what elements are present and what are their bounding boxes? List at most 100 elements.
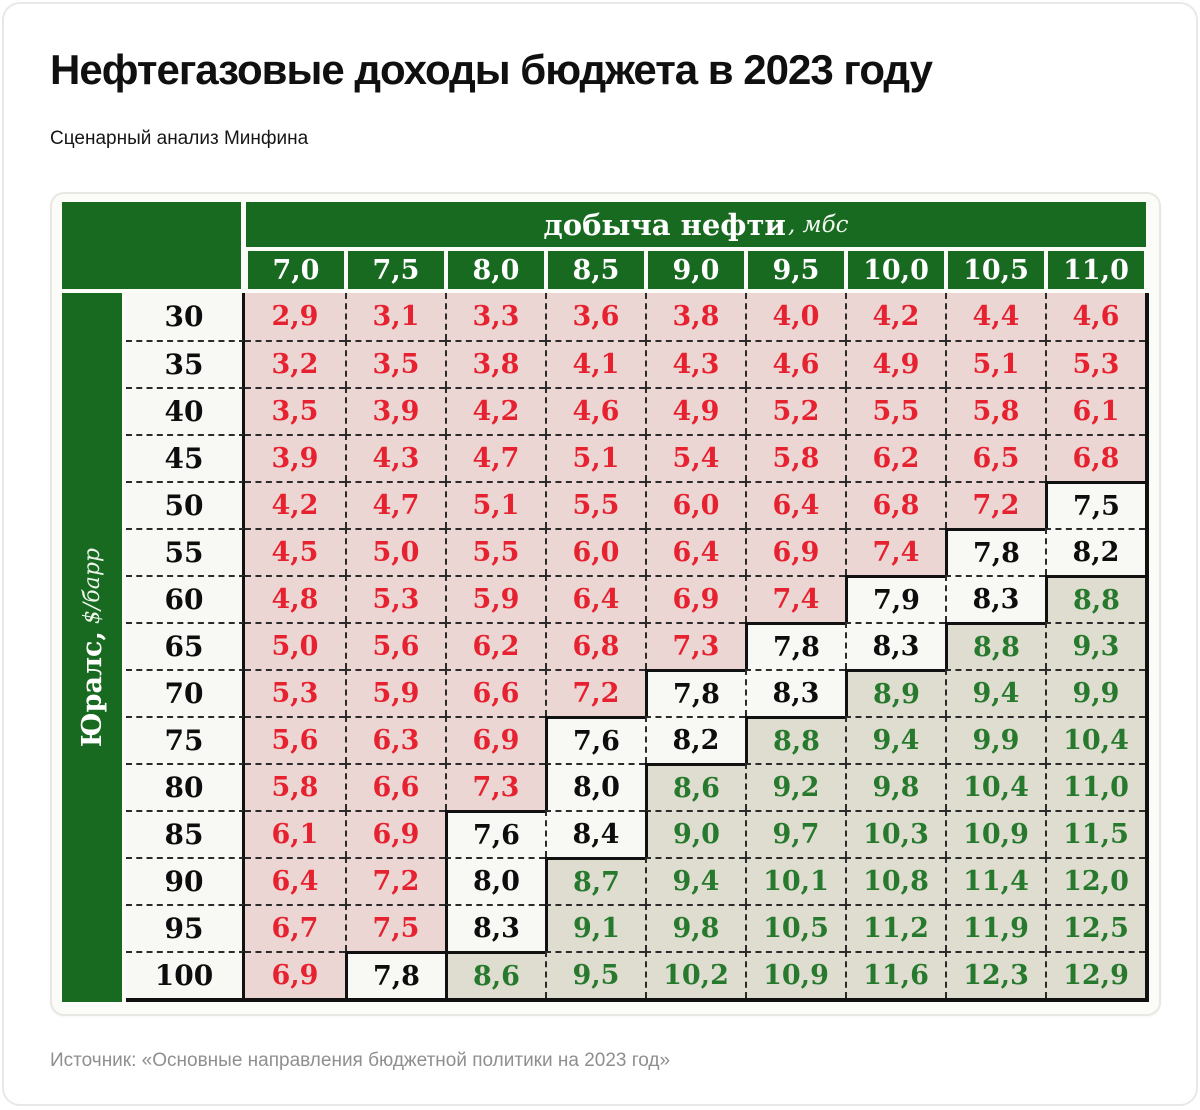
row-label-cell: 95	[126, 904, 245, 952]
value-cell: 2,9	[245, 293, 345, 341]
value-cell: 9,9	[945, 716, 1045, 764]
value-cell: 10,9	[945, 810, 1045, 858]
value-cell: 8,8	[945, 622, 1045, 670]
value-cell: 5,0	[345, 528, 445, 576]
value-cell: 10,1	[745, 857, 845, 905]
column-headers-row: 7,0 7,5 8,0 8,5 9,0 9,5 10,0 10,5 11,0	[246, 251, 1146, 290]
value-cell: 7,4	[845, 528, 945, 576]
value-cell: 3,6	[545, 293, 645, 341]
value-cell: 6,6	[445, 669, 545, 717]
row-label-cell: 50	[126, 481, 245, 529]
value-cell: 5,5	[545, 481, 645, 529]
value-cell: 4,1	[545, 340, 645, 388]
column-header-cell: 10,5	[948, 251, 1044, 290]
row-label-cell: 65	[126, 622, 245, 670]
value-cell: 4,7	[445, 434, 545, 482]
value-cell: 6,9	[245, 951, 345, 999]
value-cell: 10,3	[845, 810, 945, 858]
value-cell: 9,0	[645, 810, 745, 858]
value-cell: 7,2	[345, 857, 445, 905]
value-cell: 8,2	[1045, 528, 1145, 576]
value-cell: 6,0	[645, 481, 745, 529]
column-group-label: добыча нефти	[543, 207, 786, 242]
value-cell: 5,0	[245, 622, 345, 670]
row-label-cell: 90	[126, 857, 245, 905]
value-cell: 7,8	[645, 669, 745, 717]
table-header: добыча нефти , мбс 7,0 7,5 8,0 8,5 9,0 9,5 10,…	[62, 202, 1149, 290]
value-cell: 9,2	[745, 763, 845, 811]
value-cell: 8,2	[645, 716, 745, 764]
value-cell: 5,6	[345, 622, 445, 670]
value-cell: 4,2	[445, 387, 545, 435]
corner-cell	[62, 202, 241, 290]
value-cell: 3,8	[445, 340, 545, 388]
value-cell: 6,6	[345, 763, 445, 811]
value-cell: 7,5	[1045, 481, 1145, 529]
value-cell: 12,3	[945, 951, 1045, 999]
value-cell: 6,9	[345, 810, 445, 858]
value-cell: 6,3	[345, 716, 445, 764]
value-cell: 4,3	[345, 434, 445, 482]
row-label-cell: 40	[126, 387, 245, 435]
value-cell: 7,6	[545, 716, 645, 764]
value-cell: 8,3	[445, 904, 545, 952]
value-cell: 12,5	[1045, 904, 1145, 952]
value-cell: 12,9	[1045, 951, 1145, 999]
row-label-cell: 30	[126, 293, 245, 341]
value-cell: 7,8	[745, 622, 845, 670]
value-cell: 5,1	[445, 481, 545, 529]
value-cell: 4,2	[245, 481, 345, 529]
value-cell: 8,8	[745, 716, 845, 764]
value-cell: 10,4	[1045, 716, 1145, 764]
value-cell: 3,2	[245, 340, 345, 388]
value-cell: 9,4	[845, 716, 945, 764]
value-cell: 3,9	[345, 387, 445, 435]
row-label-cell: 60	[126, 575, 245, 623]
value-cell: 12,0	[1045, 857, 1145, 905]
value-cell: 5,3	[345, 575, 445, 623]
row-label-cell: 70	[126, 669, 245, 717]
value-cell: 10,4	[945, 763, 1045, 811]
value-cell: 6,4	[645, 528, 745, 576]
value-cell: 7,5	[345, 904, 445, 952]
value-cell: 6,8	[1045, 434, 1145, 482]
value-cell: 8,9	[845, 669, 945, 717]
page-subtitle: Сценарный анализ Минфина	[50, 128, 309, 150]
value-cell: 5,1	[545, 434, 645, 482]
value-cell: 6,8	[545, 622, 645, 670]
row-label-cell: 35	[126, 340, 245, 388]
value-cell: 5,8	[945, 387, 1045, 435]
value-cell: 5,4	[645, 434, 745, 482]
value-cell: 10,5	[745, 904, 845, 952]
row-label-cell: 55	[126, 528, 245, 576]
value-cell: 6,9	[745, 528, 845, 576]
value-cell: 6,9	[445, 716, 545, 764]
value-cell: 5,9	[445, 575, 545, 623]
row-label-cell: 100	[126, 951, 245, 999]
value-cell: 4,9	[845, 340, 945, 388]
value-cell: 4,6	[545, 387, 645, 435]
row-label-cell: 45	[126, 434, 245, 482]
page-title: Нефтегазовые доходы бюджета в 2023 году	[50, 46, 933, 93]
value-cell: 9,5	[545, 951, 645, 999]
value-cell: 7,2	[945, 481, 1045, 529]
value-cell: 8,6	[445, 951, 545, 999]
value-cell: 4,0	[745, 293, 845, 341]
value-cell: 6,0	[545, 528, 645, 576]
value-cell: 8,3	[745, 669, 845, 717]
value-cell: 6,4	[545, 575, 645, 623]
value-cell: 6,7	[245, 904, 345, 952]
value-cell: 6,9	[645, 575, 745, 623]
value-cell: 7,9	[845, 575, 945, 623]
scenario-table-panel: добыча нефти , мбс 7,0 7,5 8,0 8,5 9,0 9,5 10,…	[50, 192, 1161, 1017]
value-cell: 4,9	[645, 387, 745, 435]
value-cell: 6,2	[845, 434, 945, 482]
value-cell: 4,7	[345, 481, 445, 529]
column-header-cell: 8,5	[548, 251, 644, 290]
value-cell: 5,5	[845, 387, 945, 435]
value-cell: 5,6	[245, 716, 345, 764]
row-group-label: Юралс,	[76, 631, 108, 748]
value-cell: 8,4	[545, 810, 645, 858]
value-cell: 8,0	[445, 857, 545, 905]
